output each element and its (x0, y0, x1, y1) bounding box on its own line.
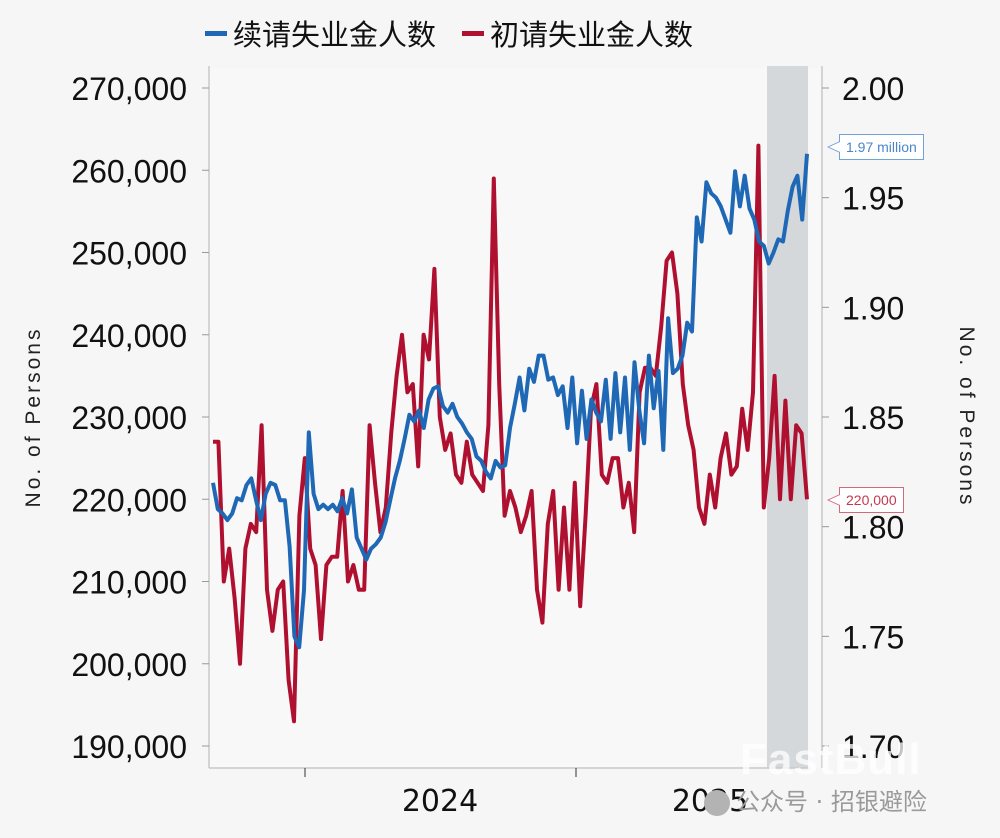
left-axis-tick-label: 250,000 (71, 236, 187, 272)
watermark-wechat-text: 公众号 · 招银避险 (736, 788, 927, 816)
right-axis-tick-label: 1.95 (842, 181, 904, 217)
right-axis-tick-label: 2.00 (842, 71, 904, 107)
legend-label-initial-claims: 初请失业金人数 (490, 18, 694, 52)
callout-continuing-latest: 1.97 million (827, 134, 924, 160)
right-axis-title: No. of Persons (955, 327, 978, 508)
watermark-wechat: 公众号 · 招银避险 (704, 782, 927, 817)
x-axis-tick-label: 2024 (402, 784, 478, 819)
right-axis-tick-label: 1.90 (842, 290, 904, 326)
left-axis-tick-label: 260,000 (71, 153, 187, 189)
left-axis-tick-label: 200,000 (71, 647, 187, 683)
left-axis-tick-label: 210,000 (71, 565, 187, 601)
legend: 续请失业金人数 初请失业金人数 (205, 12, 693, 54)
right-axis-tick-label: 1.85 (842, 400, 904, 436)
series-initial-claims (213, 143, 809, 724)
callout-initial-latest: 220,000 (827, 487, 904, 513)
legend-swatch-blue (205, 30, 227, 36)
right-axis-tick-label: 1.70 (842, 729, 904, 765)
watermark-brand: FastBull (740, 735, 922, 784)
legend-label-continuing-claims: 续请失业金人数 (233, 18, 437, 52)
left-axis-title: No. of Persons (22, 327, 45, 508)
legend-item-initial-claims: 初请失业金人数 (462, 12, 693, 54)
wechat-icon (704, 790, 730, 816)
right-axis-tick-label: 1.75 (842, 619, 904, 655)
plot-area (210, 68, 820, 768)
left-axis-tick-label: 240,000 (71, 318, 187, 354)
series-continuing-claims (211, 153, 809, 650)
right-axis-tick-label: 1.80 (842, 510, 904, 546)
left-axis-tick-label: 220,000 (71, 482, 187, 518)
legend-item-continuing-claims: 续请失业金人数 (205, 12, 436, 54)
legend-swatch-red (462, 30, 485, 36)
left-axis-tick-label: 230,000 (71, 400, 187, 436)
left-axis-tick-label: 270,000 (71, 71, 187, 107)
left-axis-tick-label: 190,000 (71, 729, 187, 765)
